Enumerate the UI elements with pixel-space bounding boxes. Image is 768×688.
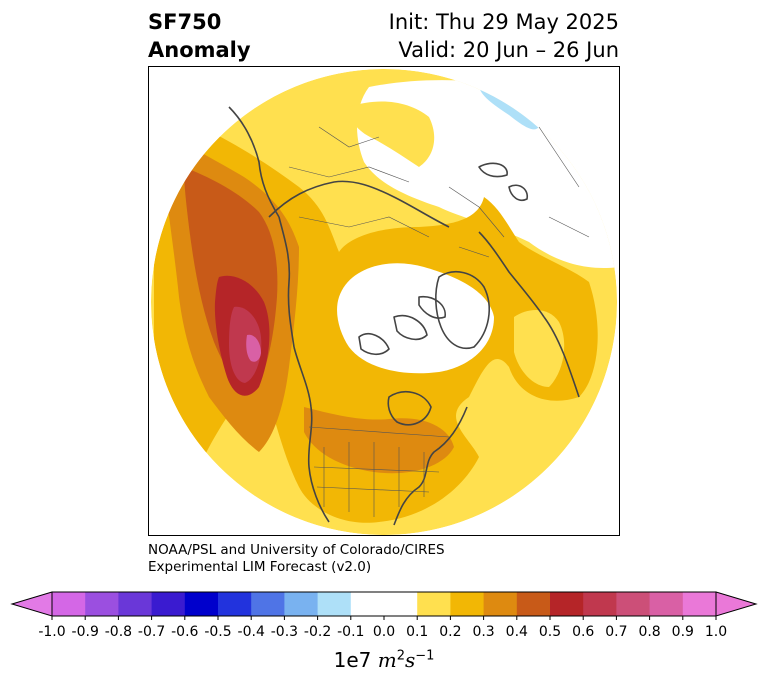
colorbar-swatch — [317, 592, 352, 616]
colorbar-tick-label: 1.0 — [705, 624, 727, 640]
colorbar-tick-label: 0.5 — [539, 624, 561, 640]
unit-s: s — [404, 648, 416, 672]
colorbar-swatch — [450, 592, 485, 616]
colorbar-swatch — [616, 592, 651, 616]
coast-greenland — [435, 271, 490, 349]
anomaly-map — [149, 67, 619, 535]
border-africa — [538, 126, 590, 238]
valid-date: Valid: 20 Jun – 26 Jun — [398, 38, 619, 62]
forecast-dates: Init: Thu 29 May 2025 Valid: 20 Jun – 26… — [389, 8, 619, 64]
coast-caspian — [508, 184, 529, 202]
variable-label: SF750 — [148, 10, 222, 34]
colorbar-swatch — [417, 592, 451, 616]
colorbar-tick-label: 0.9 — [672, 624, 694, 640]
colorbar-swatch — [649, 592, 684, 616]
coast-na-east — [393, 406, 468, 526]
colorbar-over-arrow — [715, 591, 758, 617]
border-us-states-ns — [323, 442, 425, 517]
colorbar-swatch — [682, 592, 717, 616]
colorbar-swatch — [85, 592, 119, 616]
colorbar-tick-label: 0.3 — [472, 624, 494, 640]
credit-line-2: Experimental LIM Forecast (v2.0) — [148, 559, 372, 575]
unit-s-exp: −1 — [415, 648, 435, 664]
coast-na-west — [293, 346, 330, 523]
colorbar-swatch — [384, 592, 418, 616]
anomaly-fill-yellow-inner — [349, 101, 435, 167]
colorbar-tick-label: -0.4 — [238, 624, 265, 640]
colorbar-tick-label: -0.8 — [105, 624, 132, 640]
colorbar-swatch — [251, 592, 285, 616]
coast-asia-east — [228, 106, 280, 218]
colorbar-tick-label: -0.3 — [271, 624, 298, 640]
colorbar-under-arrow — [10, 591, 53, 617]
colorbar-swatch — [550, 592, 584, 616]
colorbar-tick-label: -0.2 — [304, 624, 331, 640]
colorbar: -1.0 -0.9 -0.8 -0.7 -0.6 -0.5 -0.4 -0.3 -0.2 -0.1… — [10, 591, 758, 640]
anomaly-fill-pink — [246, 334, 261, 362]
colorbar-swatch — [151, 592, 186, 616]
border-asia-3 — [318, 126, 380, 148]
border-asia-1 — [298, 216, 430, 238]
colorbar-swatch — [516, 592, 551, 616]
unit-m-exp: 2 — [396, 648, 405, 664]
coast-europe — [478, 231, 545, 318]
colorbar-tick-label: -1.0 — [38, 624, 65, 640]
border-europe-1 — [448, 186, 505, 258]
colorbar-swatch — [218, 592, 252, 616]
colorbar-swatch — [118, 592, 153, 616]
colorbar-tick-label: 0.4 — [506, 624, 528, 640]
coast-hudson-bay — [387, 391, 432, 426]
colorbar-tick-label: -0.7 — [138, 624, 165, 640]
border-us-canada — [308, 426, 450, 438]
plot-title: SF750 Anomaly — [148, 8, 251, 64]
colorbar-swatch — [583, 592, 617, 616]
colorbar-tick-label: 0.7 — [605, 624, 627, 640]
coast-arctic-island-2 — [393, 315, 428, 341]
colorbar-tick-label: 0.6 — [572, 624, 594, 640]
coast-alaska — [278, 216, 295, 348]
coastlines — [228, 106, 580, 526]
political-borders — [288, 126, 590, 517]
colorbar-swatch — [284, 592, 319, 616]
colorbar-swatch — [184, 592, 219, 616]
map-panel — [148, 66, 620, 536]
unit-m: m — [377, 648, 397, 672]
coast-arctic-island-3 — [418, 295, 446, 319]
colorbar-swatch — [483, 592, 518, 616]
colorbar-tick-label: 0.2 — [439, 624, 461, 640]
colorbar-tick-label: 0.1 — [406, 624, 428, 640]
init-date: Init: Thu 29 May 2025 — [388, 10, 619, 34]
colorbar-tick-label: 0.0 — [373, 624, 395, 640]
colorbar-swatch — [52, 592, 86, 616]
kind-label: Anomaly — [148, 38, 251, 62]
credit-block: NOAA/PSL and University of Colorado/CIRE… — [148, 542, 445, 576]
coast-africa-north — [543, 316, 580, 398]
outside-disc — [149, 67, 619, 535]
unit-prefix: 1e7 — [333, 648, 378, 672]
coast-eurasia-north — [268, 180, 450, 228]
colorbar-tick-label: -0.6 — [171, 624, 198, 640]
colorbar-tick-label: -0.5 — [204, 624, 231, 640]
border-us-states-ew — [313, 466, 440, 493]
coast-arctic-island-1 — [358, 333, 390, 356]
credit-line-1: NOAA/PSL and University of Colorado/CIRE… — [148, 542, 445, 558]
colorbar-swatch — [350, 592, 385, 616]
colorbar-tick-label: -0.9 — [72, 624, 99, 640]
border-asia-2 — [288, 166, 410, 183]
colorbar-tick-label: 0.8 — [638, 624, 660, 640]
colorbar-tick-label: -0.1 — [337, 624, 364, 640]
coast-black-sea — [478, 162, 508, 178]
anomaly-fill-crimson — [229, 306, 262, 383]
colorbar-unit-label: 1e7 m2s−1 — [0, 648, 768, 672]
